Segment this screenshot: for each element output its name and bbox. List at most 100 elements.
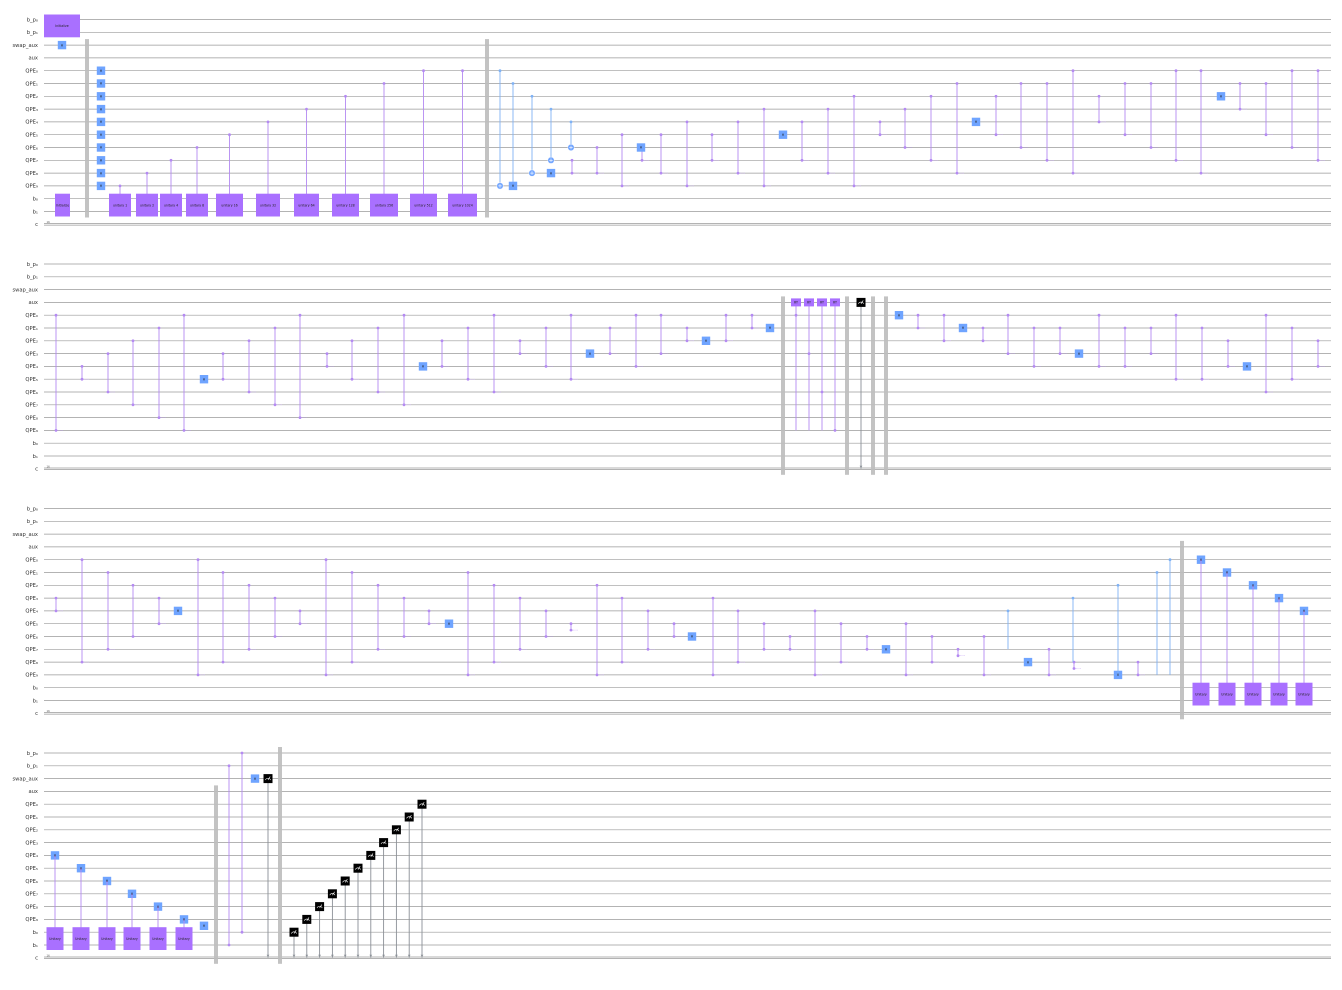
control-dot (382, 82, 386, 85)
control-dot (878, 120, 882, 124)
control-dot (80, 558, 84, 562)
hadamard-label: H (203, 924, 206, 928)
control-dot (518, 596, 522, 600)
cnot-control (549, 107, 553, 111)
measure-needle (421, 802, 425, 806)
hadamard-label: H (100, 69, 103, 73)
cnot-control (530, 94, 534, 98)
unitary-label: Unitary (178, 937, 190, 941)
barrier (781, 296, 785, 475)
hadamard-gate (250, 774, 260, 783)
hadamard-label: H (962, 326, 965, 330)
measure-dial (858, 301, 864, 304)
control-dot (157, 596, 161, 600)
unitary-label: unitary 4 (164, 203, 178, 207)
qubit-label: QPE₉ (25, 673, 38, 679)
control-dot (724, 313, 728, 317)
hadamard-label: H (203, 377, 206, 381)
qubit-label: b_p₀ (27, 506, 38, 512)
qubit-label: QPE₁ (25, 570, 38, 576)
unitary-label: Unitary (126, 937, 138, 941)
measure-gate (417, 799, 427, 809)
control-dot (903, 107, 907, 111)
control-dot (1032, 326, 1036, 330)
control-dot (1174, 313, 1178, 317)
control-dot (106, 571, 110, 574)
control-dot (852, 94, 856, 98)
qubit-label: b_p₀ (27, 17, 38, 23)
qubit-label: QPE₄ (25, 853, 38, 859)
measure-dial (316, 906, 323, 909)
measure-gate (353, 863, 363, 873)
control-dot (106, 352, 110, 355)
qubit-label: QPE₇ (25, 158, 38, 164)
control-dot (736, 120, 740, 124)
ry-label: RY (820, 301, 824, 305)
cnot-control (1155, 571, 1159, 574)
measure-needle (396, 827, 399, 832)
unitary-label: Unitary (1298, 692, 1310, 696)
wires-layer: 16 16 16 16 (44, 19, 1331, 959)
control-dot (461, 69, 464, 73)
control-dot (620, 133, 624, 137)
measure-arrow (407, 954, 411, 957)
measure-needle (860, 300, 864, 304)
unitary-label: Unitary (1273, 692, 1285, 696)
qubit-label: QPE₉ (25, 917, 38, 923)
classical-register-size: 16 (47, 953, 51, 957)
hadamard-gate (96, 92, 106, 101)
measure-needle (383, 840, 387, 845)
control-dot (659, 313, 663, 317)
hadamard-label: H (705, 339, 708, 343)
qubit-label: QPE₈ (25, 904, 38, 910)
barrier (845, 296, 849, 475)
control-dot (131, 339, 135, 343)
control-dot (711, 596, 715, 600)
controlled-unitary-block (136, 193, 158, 217)
control-dot (1097, 94, 1101, 98)
control-dot (440, 339, 444, 343)
control-dot (1316, 69, 1320, 73)
control-dot (1097, 313, 1101, 317)
control-dot (672, 622, 676, 626)
classical-register-size: 16 (47, 220, 51, 224)
control-dot (298, 609, 302, 613)
qubit-label: QPE₉ (25, 428, 38, 434)
controlled-unitary-block (410, 193, 437, 217)
control-dot (266, 120, 270, 124)
qubit-label: QPE₂ (25, 94, 38, 100)
control-dot (221, 571, 225, 574)
measure-needle (408, 814, 412, 819)
cnot-control (1168, 558, 1172, 562)
control-dot (1071, 69, 1075, 73)
qubit-label: QPE₃ (25, 351, 38, 357)
control-dot (228, 133, 231, 137)
inverse-unitary-block (1295, 682, 1313, 706)
control-dot (1047, 647, 1051, 651)
hadamard-label: H (61, 43, 64, 47)
controlled-unitary-block (186, 193, 208, 217)
unitary-label: unitary 2 (140, 203, 154, 207)
control-dot (956, 647, 960, 651)
control-dot (807, 352, 811, 355)
hadamard-label: H (782, 133, 785, 137)
control-dot (595, 146, 599, 149)
qubit-label: QPE₂ (25, 828, 38, 834)
measure-arrow (395, 954, 398, 957)
qubit-label: b₀ (33, 197, 38, 203)
qubit-label: QPE₁ (25, 326, 38, 332)
control-dot (1174, 69, 1178, 73)
hadamard-gate (96, 143, 106, 152)
hadamard-gate (958, 323, 968, 333)
unitary-label: Unitary (1247, 692, 1259, 696)
inverse-unitary-block (1218, 682, 1236, 706)
qubit-label: QPE₇ (25, 403, 38, 409)
unitary-label: Initialize (56, 203, 69, 207)
control-dot (839, 622, 843, 626)
control-dot (169, 158, 173, 162)
control-dot (544, 609, 548, 613)
measure-gate (391, 825, 401, 835)
classical-register-size: 16 (47, 464, 51, 468)
measure-dial (406, 816, 413, 819)
